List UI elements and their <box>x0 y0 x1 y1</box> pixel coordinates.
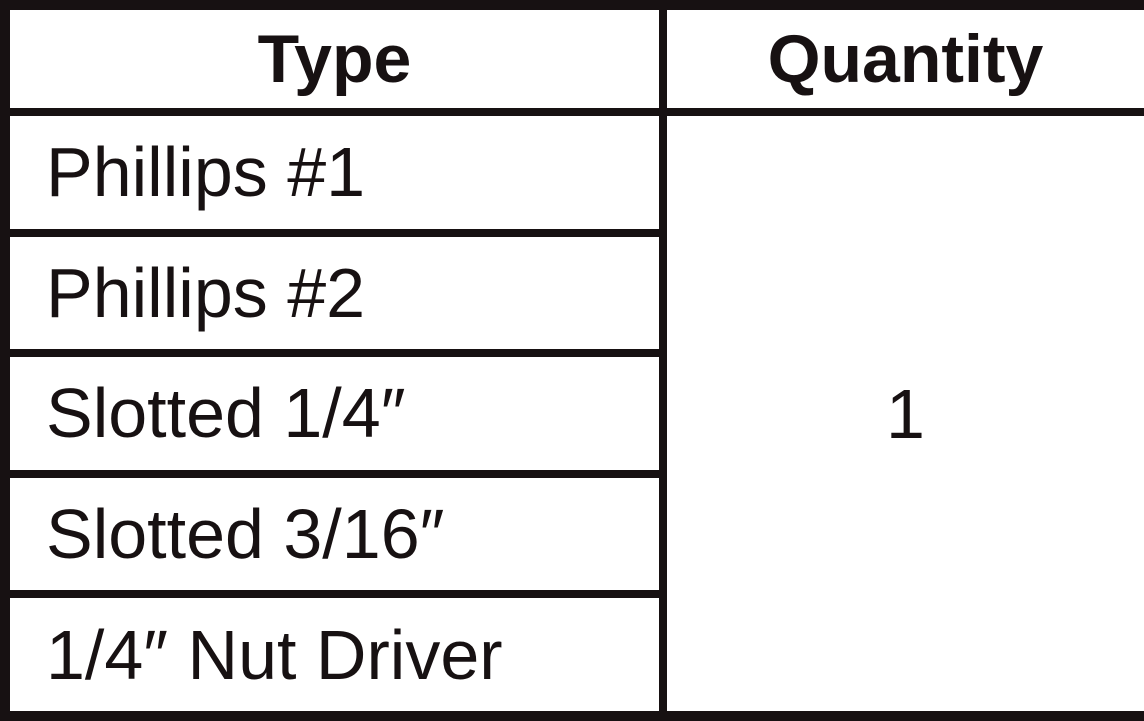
type-cell-phillips-2: Phillips #2 <box>1 228 667 358</box>
table-row: Phillips #2 <box>1 228 1144 358</box>
header-cell-type: Type <box>1 1 667 116</box>
quantity-cell: 1 <box>659 108 1144 720</box>
type-cell-phillips-1: Phillips #1 <box>1 108 667 237</box>
header-cell-quantity: Quantity <box>659 1 1144 116</box>
table-row: Slotted 3/16″ <box>1 469 1144 599</box>
type-cell-slotted-three-sixteenth: Slotted 3/16″ <box>1 469 667 599</box>
type-cell-slotted-quarter: Slotted 1/4″ <box>1 349 667 478</box>
table-row: Slotted 1/4″ <box>1 349 1144 478</box>
header-row: Type Quantity <box>1 1 1144 116</box>
table-row: 1/4″ Nut Driver <box>1 590 1144 720</box>
type-cell-nut-driver: 1/4″ Nut Driver <box>1 590 667 720</box>
table-row: Phillips #1 1 <box>1 108 1144 720</box>
